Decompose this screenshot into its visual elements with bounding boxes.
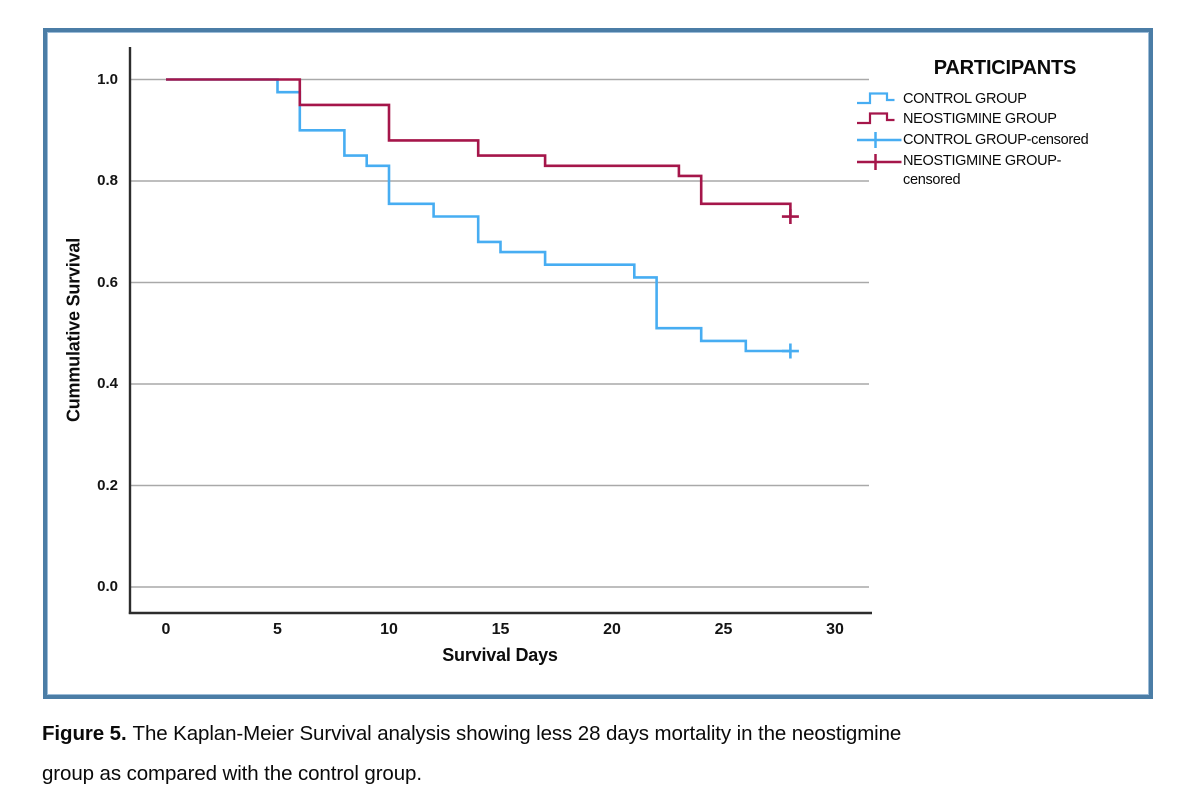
x-tick-label-15: 15 [491, 621, 510, 638]
caption-line-1: Figure 5. The Kaplan-Meier Survival analy… [42, 714, 1152, 754]
y-tick-label-0.4: 0.4 [97, 375, 118, 392]
caption-text-line-1: The Kaplan-Meier Survival analysis showi… [132, 722, 902, 745]
caption-label: Figure 5. [42, 722, 127, 745]
caption-text-line-2: group as compared with the control group… [42, 762, 422, 785]
x-axis-title: Survival Days [442, 645, 558, 665]
x-tick-label-30: 30 [826, 621, 844, 638]
y-tick-label-1.0: 1.0 [97, 70, 118, 88]
neostigmine-group-curve [166, 78, 792, 217]
x-tick-label-20: 20 [603, 621, 621, 638]
y-axis-title: Cummulative Survival [63, 237, 84, 423]
y-tick-label-0.2: 0.2 [97, 476, 118, 494]
control-group-censored-marker [781, 343, 799, 359]
caption-line-2: group as compared with the control group… [42, 754, 1152, 794]
control-group-curve [166, 78, 791, 353]
figure-caption: Figure 5. The Kaplan-Meier Survival analy… [42, 714, 1152, 794]
neostigmine-group-censored-marker [781, 209, 799, 225]
x-tick-label-10: 10 [380, 621, 398, 638]
x-tick-label-0: 0 [161, 621, 171, 638]
x-tick-label-5: 5 [273, 621, 282, 638]
y-tick-label-0.8: 0.8 [97, 172, 118, 189]
y-tick-label-0.0: 0.0 [97, 578, 118, 595]
x-tick-label-25: 25 [714, 621, 733, 638]
y-tick-label-0.6: 0.6 [97, 273, 118, 291]
